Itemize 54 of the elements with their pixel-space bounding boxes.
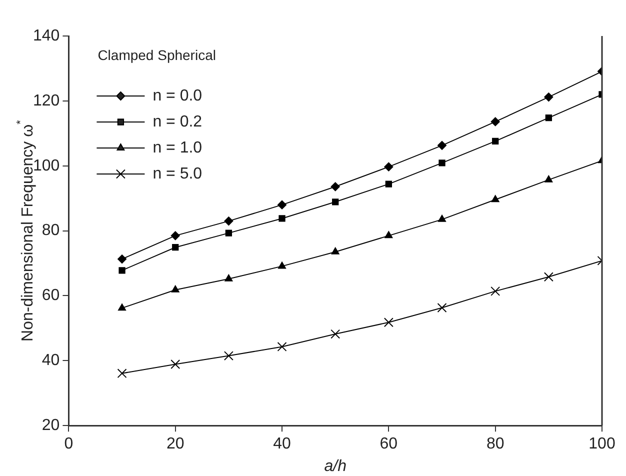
point (224, 216, 234, 226)
point (172, 244, 179, 251)
point (277, 342, 287, 352)
point (384, 318, 394, 328)
point (224, 274, 233, 282)
point (384, 162, 394, 172)
point (171, 285, 180, 292)
point (278, 262, 286, 269)
point (118, 254, 127, 264)
point (117, 368, 127, 378)
point (490, 117, 500, 126)
y-tick-label: 140 (32, 27, 60, 44)
point (278, 215, 286, 222)
y-tick-label: 80 (42, 222, 60, 240)
legend-label: n = 0.0 (152, 87, 202, 104)
point (330, 182, 340, 192)
x-tick-label: 20 (166, 436, 184, 453)
point (438, 140, 447, 150)
legend-label: n = 0.2 (152, 113, 202, 130)
point (544, 175, 553, 182)
point (545, 114, 552, 122)
point (330, 329, 340, 339)
point (544, 92, 554, 102)
legend-label: n = 5.0 (152, 165, 202, 182)
y-tick-label: 20 (42, 417, 60, 434)
legend-title: Clamped Spherical (98, 46, 216, 63)
point (224, 351, 234, 361)
x-axis-title: a/h (324, 458, 347, 475)
x-tick-label: 80 (486, 436, 504, 453)
point (385, 180, 392, 188)
point (437, 303, 447, 312)
x-tick-label: 60 (380, 436, 398, 453)
point (491, 195, 500, 202)
point (332, 198, 339, 206)
x-tick-label: 100 (588, 436, 616, 453)
point (438, 214, 446, 222)
point (225, 230, 232, 236)
point (384, 231, 393, 238)
legend-label: n = 1.0 (152, 139, 202, 156)
point (544, 272, 554, 282)
point (278, 200, 287, 210)
point (438, 160, 446, 166)
x-tick-label: 40 (273, 436, 292, 453)
point (170, 231, 180, 240)
x-tick-label: 0 (64, 436, 74, 453)
point (118, 304, 126, 311)
point (331, 247, 340, 254)
y-tick-label: 40 (42, 352, 60, 370)
point (170, 359, 180, 369)
y-tick-label: 120 (32, 92, 60, 110)
point (118, 267, 126, 274)
point (492, 138, 499, 145)
y-tick-label: 60 (42, 287, 60, 304)
point (490, 286, 500, 296)
